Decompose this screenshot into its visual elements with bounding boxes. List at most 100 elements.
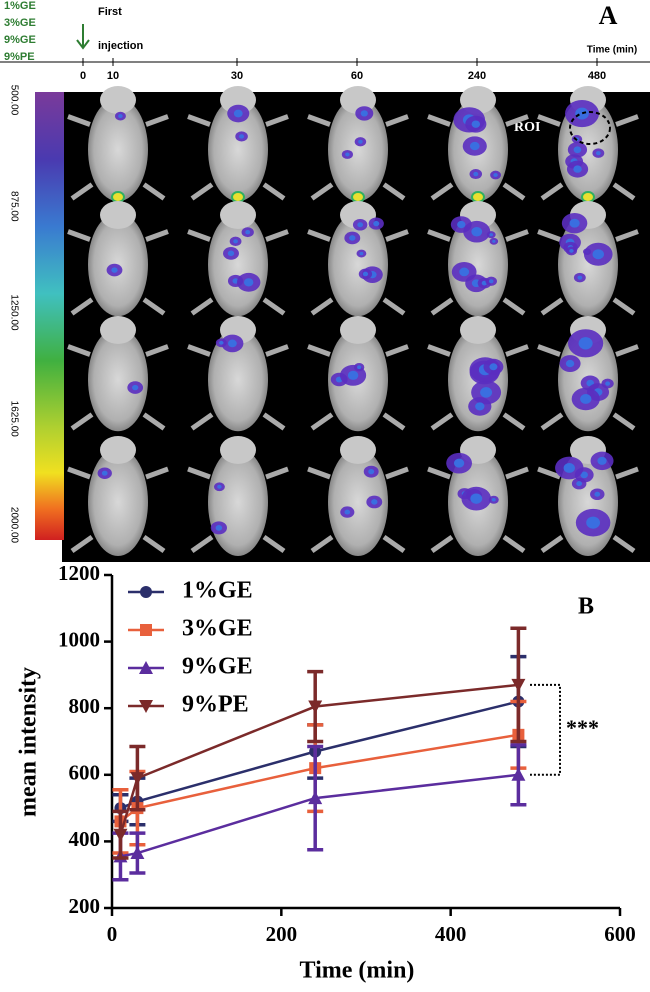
mouse-legs (307, 114, 409, 201)
mouse-body (328, 212, 388, 317)
signal-core (578, 337, 593, 350)
signal-core (118, 114, 123, 118)
signal-core (227, 250, 235, 257)
mouse-head (220, 436, 256, 464)
y-tick-label: 600 (69, 761, 101, 785)
x-tick-label: 600 (604, 922, 636, 946)
legend-label: 3%GE (182, 616, 253, 642)
mouse-body (208, 97, 268, 202)
series-line (120, 773, 519, 858)
signal-core (475, 402, 485, 411)
mouse-image (187, 86, 289, 203)
mouse-image (307, 436, 409, 556)
signal-core (362, 271, 369, 277)
mouse-body (88, 448, 148, 556)
significance-bracket (530, 683, 561, 776)
marker (130, 772, 145, 786)
signal-core (595, 151, 601, 156)
signal-core (489, 233, 494, 237)
timeline-tick-label: 60 (351, 70, 363, 82)
mouse-legs (67, 466, 169, 554)
timeline-tick-label: 10 (107, 70, 119, 82)
mouse-image (537, 436, 639, 556)
legend-label: 1%GE (182, 578, 253, 604)
mouse-legs (187, 466, 289, 554)
mouse-image (187, 316, 289, 432)
mouse-legs (537, 344, 639, 431)
signal-core (471, 227, 483, 237)
mouse-image (187, 436, 289, 556)
signal-core (563, 462, 575, 473)
timeline-tick-label: 0 (80, 70, 86, 82)
signal-core (101, 470, 108, 476)
mouse-image (307, 316, 409, 432)
signal-core (243, 278, 254, 287)
mouse-image (537, 316, 639, 432)
mouse-image (187, 201, 289, 317)
signal-core (459, 267, 470, 277)
annotation: injection (98, 40, 144, 52)
mouse-image (67, 316, 169, 432)
mouse-head (460, 316, 496, 344)
x-tick-label: 0 (107, 922, 118, 946)
signal-core (580, 394, 592, 404)
mouse-image (427, 86, 529, 203)
signal-hotspot (471, 191, 485, 203)
mouse-legs (537, 229, 639, 316)
colorbar (35, 92, 64, 540)
signal-core (344, 509, 351, 515)
signal-core (132, 384, 139, 391)
signal-core (453, 458, 465, 468)
signal-hotspot (111, 191, 125, 203)
colorbar-tick-label: 500.00 (8, 85, 19, 116)
signal-core (565, 359, 575, 368)
signal-core (491, 497, 496, 502)
mouse-image (537, 86, 639, 203)
y-tick-label: 200 (69, 894, 101, 918)
roi-label: ROI (514, 120, 540, 135)
legend-marker (139, 700, 153, 713)
signal-core (371, 499, 378, 505)
mouse-image (307, 201, 409, 317)
roi-circle (569, 111, 611, 145)
signal-core (569, 248, 574, 253)
mouse-image (67, 86, 169, 203)
mouse-body (328, 97, 388, 202)
y-axis-label: mean intensity (16, 667, 42, 817)
signal-core (488, 279, 494, 284)
mouse-image (427, 201, 529, 317)
signal-core (358, 139, 363, 144)
legend-marker (140, 586, 152, 598)
y-tick-label: 1200 (58, 561, 100, 585)
mouse-legs (187, 229, 289, 316)
mouse-legs (187, 344, 289, 431)
signal-core (605, 381, 611, 386)
signal-core (347, 370, 359, 380)
signal-core (219, 340, 224, 345)
signal-core (473, 171, 479, 177)
series-line (119, 733, 519, 823)
mouse-legs (307, 466, 409, 554)
signal-core (573, 165, 582, 173)
x-tick-label: 400 (435, 922, 467, 946)
series-line (119, 683, 519, 836)
signal-core (215, 525, 223, 531)
signal-core (349, 235, 356, 241)
legend-label: 9%PE (182, 692, 249, 718)
signal-core (359, 251, 364, 256)
signal-core (233, 239, 238, 244)
group-label: 3%GE (4, 17, 36, 29)
signal-hotspot (581, 191, 595, 203)
signal-core (493, 173, 498, 177)
colorbar-tick-label: 2000.00 (8, 507, 19, 544)
mouse-legs (427, 229, 529, 316)
mouse-legs (67, 344, 169, 431)
signal-core (217, 484, 222, 489)
signal-core (580, 471, 588, 479)
signal-core (576, 481, 583, 487)
mouse-body (208, 448, 268, 556)
signal-hotspot (231, 191, 245, 203)
signal-core (594, 491, 601, 497)
panel-label: B (578, 594, 594, 620)
signal-core (492, 239, 496, 243)
